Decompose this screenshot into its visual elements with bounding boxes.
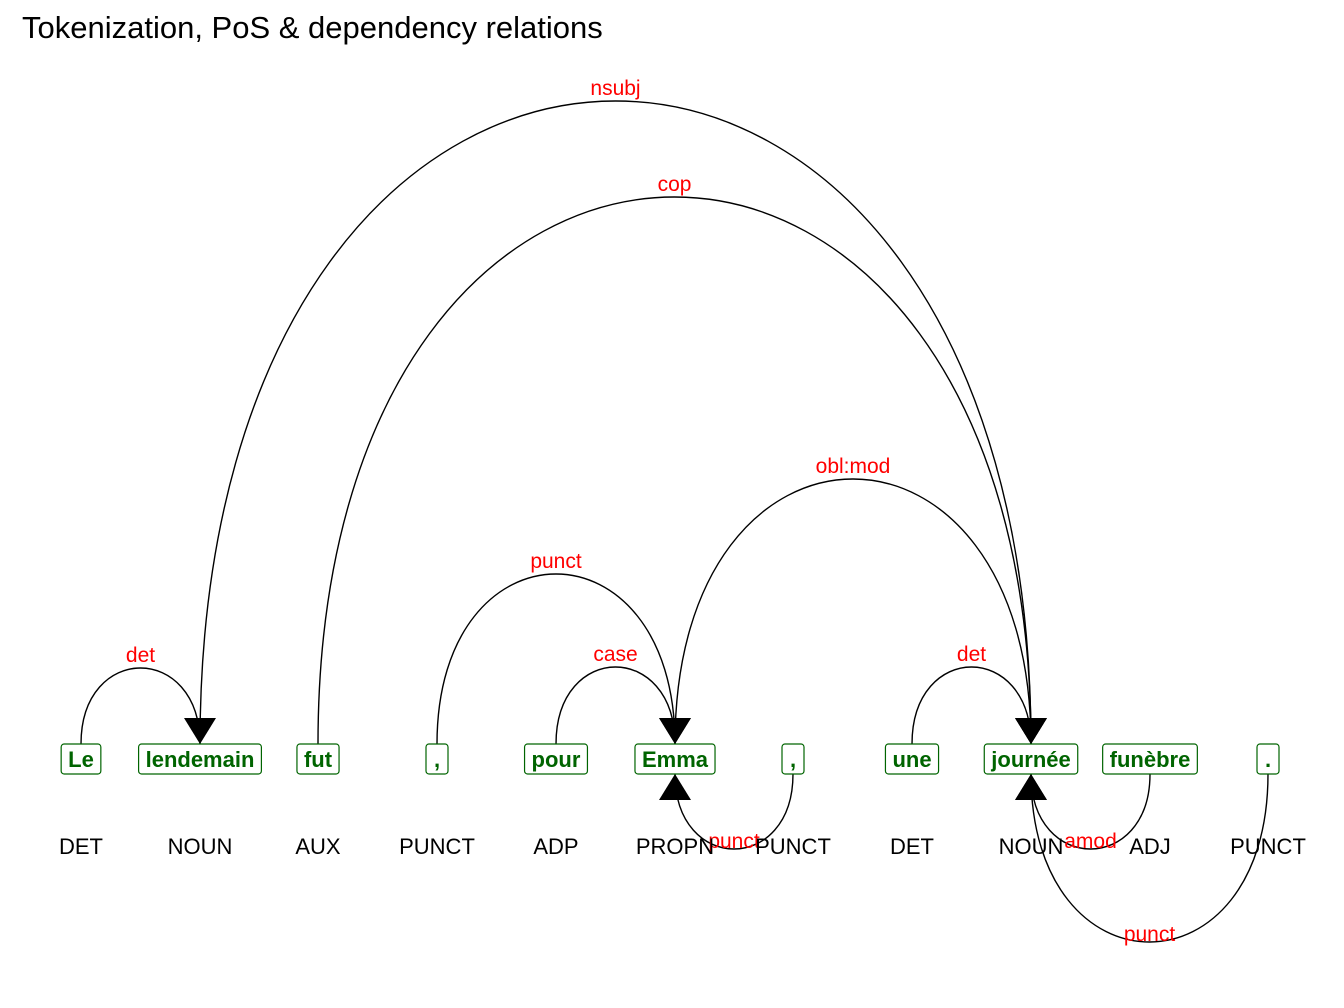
pos-tag: PUNCT <box>399 834 475 859</box>
relation-label: amod <box>1064 830 1117 853</box>
arrowheads-layer <box>184 718 1047 800</box>
token: funèbre <box>1102 743 1198 775</box>
pos-tag: PUNCT <box>1230 834 1306 859</box>
diagram-title: Tokenization, PoS & dependency relations <box>22 10 603 45</box>
pos-tag: NOUN <box>168 834 233 859</box>
pos-tag: PUNCT <box>755 834 831 859</box>
dependency-arc <box>911 666 1032 745</box>
token-word: lendemain <box>146 747 255 772</box>
token: fut <box>296 743 340 775</box>
relation-label: punct <box>1124 923 1176 946</box>
arrowhead <box>659 718 691 744</box>
arrowhead <box>184 718 216 744</box>
arrowhead <box>1015 718 1047 744</box>
dependency-arc <box>1030 773 1269 943</box>
arcs-layer <box>80 100 1269 943</box>
token-word: Le <box>68 747 94 772</box>
token-word: Emma <box>642 747 709 772</box>
token-box <box>983 743 1079 775</box>
token-word: . <box>1265 747 1271 772</box>
token-box <box>884 743 940 775</box>
pos-tag: ADJ <box>1129 834 1171 859</box>
token-box <box>523 743 589 775</box>
token-word: funèbre <box>1110 747 1191 772</box>
dependency-arc <box>80 667 201 745</box>
token-word: pour <box>532 747 581 772</box>
pos-tag: DET <box>59 834 103 859</box>
token-word: , <box>434 747 440 772</box>
relation-label: det <box>126 644 155 667</box>
token: une <box>884 743 940 775</box>
dependency-arc <box>199 100 1032 745</box>
token-box <box>1256 743 1280 775</box>
relation-label: punct <box>530 550 582 573</box>
relation-label: punct <box>708 830 760 853</box>
relation-labels-layer: det nsubj cop punct case obl:mod punct det amod p… <box>126 77 1175 946</box>
token-box <box>425 743 449 775</box>
relation-label: det <box>957 643 986 666</box>
dependency-arc <box>674 773 794 850</box>
token-box <box>781 743 805 775</box>
pos-tag: ADP <box>533 834 578 859</box>
dependency-arc <box>555 666 676 745</box>
dependency-arc <box>1030 773 1151 850</box>
token: pour <box>523 743 589 775</box>
pos-tag: AUX <box>295 834 341 859</box>
relation-label: nsubj <box>590 77 640 100</box>
pos-tags-layer: DET NOUN AUX PUNCT ADP PROPN PUNCT DET NOUN ADJ PU… <box>59 834 1306 859</box>
pos-tag: DET <box>890 834 934 859</box>
token-box <box>1102 743 1198 775</box>
token: journée <box>983 743 1079 775</box>
token-word: une <box>892 747 931 772</box>
dependency-arc <box>436 573 676 745</box>
relation-label: case <box>593 643 637 666</box>
token-word: journée <box>990 747 1070 772</box>
token-word: fut <box>304 747 333 772</box>
tokens-layer: Le lendemain fut, pour Emma, une journée funèbr… <box>60 743 1280 775</box>
token: , <box>425 743 449 775</box>
token: . <box>1256 743 1280 775</box>
token-box <box>60 743 102 775</box>
dependency-arc <box>674 478 1032 745</box>
token-box <box>137 743 263 775</box>
token-box <box>296 743 340 775</box>
token: , <box>781 743 805 775</box>
dependency-arc <box>317 196 1032 745</box>
token-box <box>634 743 716 775</box>
token: lendemain <box>137 743 263 775</box>
relation-label: cop <box>658 173 692 196</box>
token: Emma <box>634 743 716 775</box>
token-word: , <box>790 747 796 772</box>
token: Le <box>60 743 102 775</box>
arrowhead <box>1015 774 1047 800</box>
relation-label: obl:mod <box>816 455 891 478</box>
arrowhead <box>659 774 691 800</box>
pos-tag: PROPN <box>636 834 714 859</box>
pos-tag: NOUN <box>999 834 1064 859</box>
